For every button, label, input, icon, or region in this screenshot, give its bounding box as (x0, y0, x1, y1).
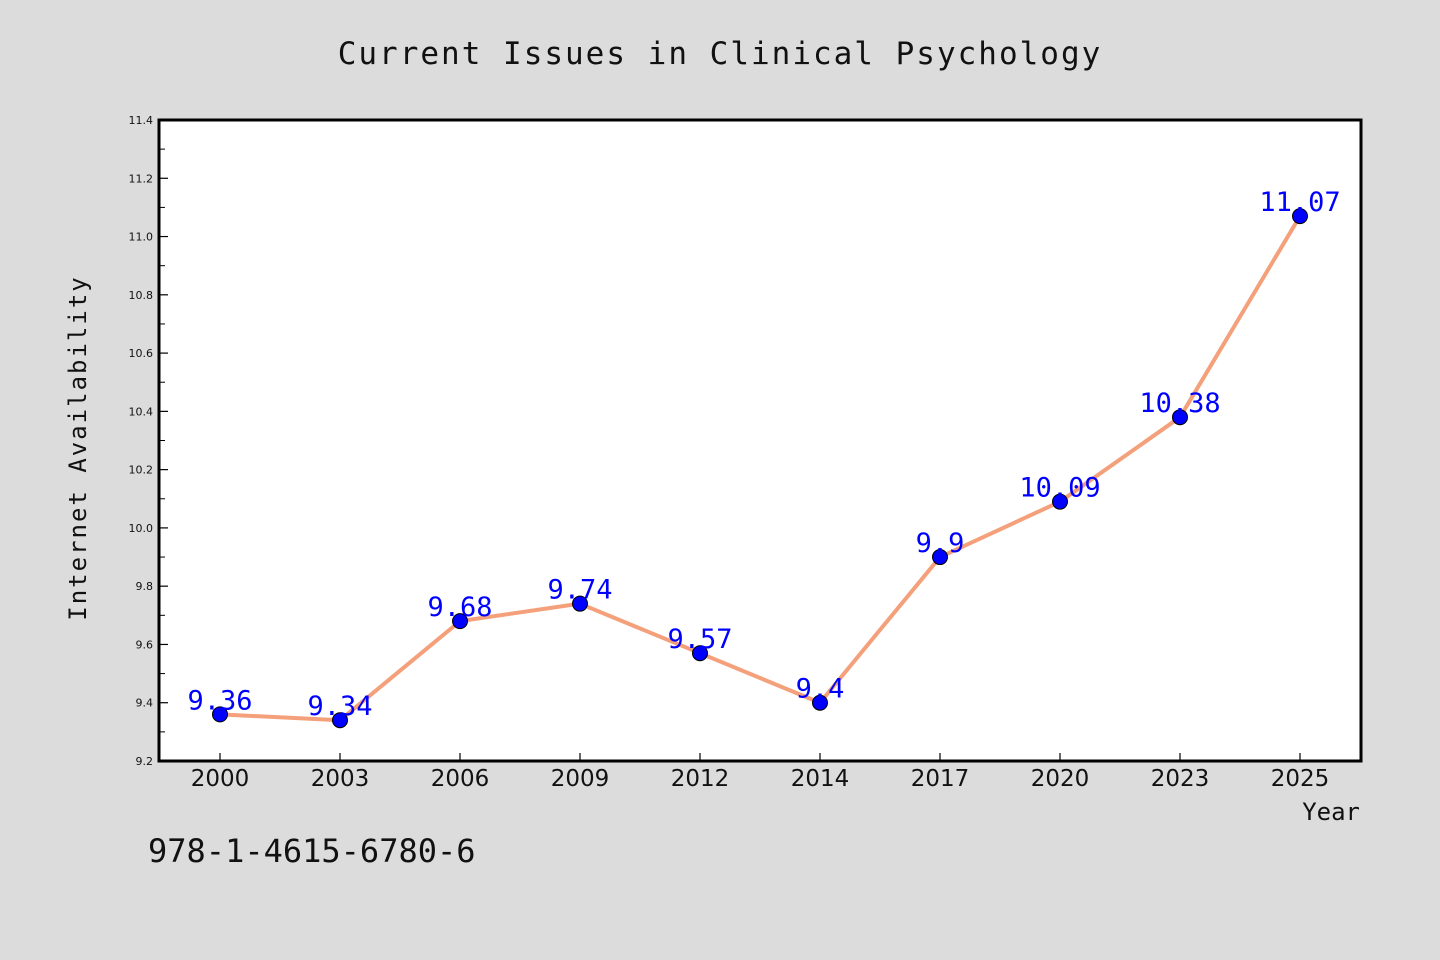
y-tick-label: 10.0 (129, 522, 154, 535)
y-tick-label: 11.0 (129, 231, 154, 244)
data-label: 11.07 (1259, 187, 1340, 218)
data-point (1292, 208, 1308, 225)
data-label: 10.38 (1139, 388, 1220, 419)
data-label: 9.9 (916, 528, 965, 559)
series-line (218, 214, 1302, 723)
data-label: 9.4 (796, 674, 845, 705)
y-tick-label: 9.4 (136, 697, 154, 710)
data-point (572, 595, 588, 612)
x-axis: 2000 2003 2006 2009 2012 2014 2017 2020 2023 2025 (191, 753, 1330, 792)
x-tick-label: 2006 (431, 766, 490, 792)
y-tick-label: 10.6 (129, 347, 154, 360)
data-point (812, 694, 828, 711)
y-tick-label: 10.8 (129, 289, 154, 302)
data-point (452, 613, 468, 630)
x-tick-label: 2023 (1151, 766, 1210, 792)
data-label: 9.68 (427, 592, 492, 623)
y-tick-label: 9.8 (136, 580, 154, 593)
y-axis-label: Internet Availability (64, 275, 92, 620)
data-point (212, 706, 228, 723)
data-label: 9.36 (187, 685, 252, 716)
y-tick-label: 11.2 (129, 172, 154, 185)
x-tick-label: 2012 (671, 766, 730, 792)
data-label: 9.34 (307, 691, 372, 722)
plot-area (157, 118, 1363, 763)
data-point (1172, 409, 1188, 426)
y-axis: 9.2 9.4 9.6 9.8 10.0 10.2 10.4 10.6 10.8 11.0 11.2… (129, 114, 168, 768)
data-point (1052, 493, 1068, 510)
x-tick-label: 2000 (191, 766, 250, 792)
series-layer: 9.36 9.34 9.68 9.74 9.57 9.4 9.9 10.09 10.38 11.0… (187, 187, 1341, 729)
x-axis-label: Year (1302, 798, 1360, 826)
x-tick-label: 2025 (1271, 766, 1330, 792)
y-tick-label: 11.4 (129, 114, 154, 127)
data-label: 9.57 (667, 624, 732, 655)
x-tick-label: 2009 (551, 766, 610, 792)
y-tick-label: 10.2 (129, 464, 154, 477)
data-point (932, 549, 948, 566)
isbn-annotation: 978-1-4615-6780-6 (148, 832, 476, 870)
x-tick-label: 2003 (311, 766, 370, 792)
data-label: 9.74 (547, 575, 612, 606)
x-tick-label: 2014 (791, 766, 850, 792)
y-tick-label: 9.6 (136, 638, 154, 651)
data-point (332, 712, 348, 729)
y-tick-label: 10.4 (129, 405, 154, 418)
data-point (692, 645, 708, 662)
x-tick-label: 2017 (911, 766, 970, 792)
x-tick-label: 2020 (1031, 766, 1090, 792)
y-tick-label: 9.2 (136, 755, 154, 768)
data-label: 10.09 (1019, 473, 1100, 504)
chart-title: Current Issues in Clinical Psychology (338, 36, 1103, 72)
